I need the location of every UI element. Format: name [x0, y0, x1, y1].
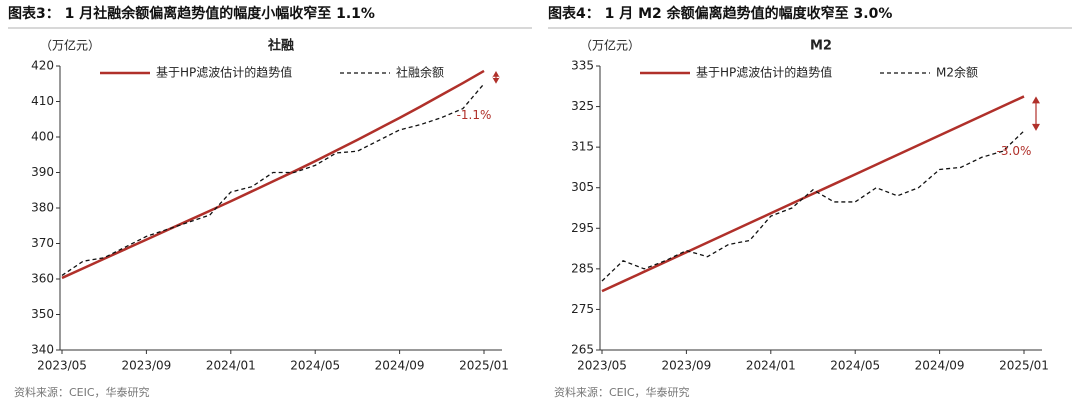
- y-tick-label: 380: [31, 201, 54, 215]
- arrow-head: [1032, 96, 1040, 131]
- unit-label: （万亿元）: [40, 38, 100, 53]
- source-note: 资料来源：CEIC，华泰研究: [554, 385, 690, 399]
- chart: 图表4： 1 月 M2 余额偏离趋势值的幅度收窄至 3.0% （万亿元） M2 265…: [548, 5, 1072, 399]
- y-tick-label: 420: [31, 59, 54, 73]
- trend-line: [61, 69, 485, 280]
- y-tick-label: 410: [31, 94, 54, 108]
- y-tick-label: 315: [571, 140, 594, 154]
- annotation: -1.1%: [457, 108, 492, 122]
- actual-line: [601, 130, 1025, 282]
- x-tick-label: 2023/09: [661, 359, 711, 373]
- y-tick-label: 350: [31, 307, 54, 321]
- y-tick-label: 340: [31, 343, 54, 357]
- trend-line: [601, 95, 1025, 293]
- y-tick-label: 325: [571, 99, 594, 113]
- chart-title: 社融: [267, 38, 294, 54]
- arrow-head: [492, 70, 500, 84]
- y-tick-label: 370: [31, 236, 54, 250]
- y-tick-label: 360: [31, 272, 54, 286]
- y-tick-label: 265: [571, 343, 594, 357]
- x-tick-label: 2023/05: [37, 359, 87, 373]
- unit-label: （万亿元）: [580, 38, 640, 53]
- legend-label: 基于HP滤波估计的趋势值: [696, 65, 832, 80]
- x-tick-label: 2025/01: [999, 359, 1049, 373]
- figure-header: 图表3： 1 月社融余额偏离趋势值的幅度小幅收窄至 1.1%: [8, 5, 375, 22]
- actual-line: [61, 83, 485, 276]
- x-tick-label: 2024/09: [375, 359, 425, 373]
- y-tick-label: 305: [571, 180, 594, 194]
- legend-label: 社融余额: [396, 65, 444, 80]
- legend-label: 基于HP滤波估计的趋势值: [156, 65, 292, 80]
- y-tick-label: 295: [571, 221, 594, 235]
- x-tick-label: 2024/05: [830, 359, 880, 373]
- y-tick-label: 285: [571, 261, 594, 275]
- source-note: 资料来源：CEIC，华泰研究: [14, 385, 150, 399]
- figure-header: 图表4： 1 月 M2 余额偏离趋势值的幅度收窄至 3.0%: [548, 5, 892, 22]
- x-tick-label: 2024/01: [206, 359, 256, 373]
- x-tick-label: 2024/05: [290, 359, 340, 373]
- x-tick-label: 2024/09: [915, 359, 965, 373]
- annotation: -3.0%: [997, 144, 1032, 158]
- x-tick-label: 2025/01: [459, 359, 509, 373]
- y-tick-label: 390: [31, 165, 54, 179]
- chart: 图表3： 1 月社融余额偏离趋势值的幅度小幅收窄至 1.1% （万亿元） 社融 340…: [8, 5, 532, 399]
- y-tick-label: 335: [571, 59, 594, 73]
- legend-label: M2余额: [936, 65, 978, 80]
- x-tick-label: 2024/01: [746, 359, 796, 373]
- x-tick-label: 2023/09: [121, 359, 171, 373]
- y-tick-label: 275: [571, 302, 594, 316]
- chart-title: M2: [810, 39, 832, 54]
- x-tick-label: 2023/05: [577, 359, 627, 373]
- y-tick-label: 400: [31, 130, 54, 144]
